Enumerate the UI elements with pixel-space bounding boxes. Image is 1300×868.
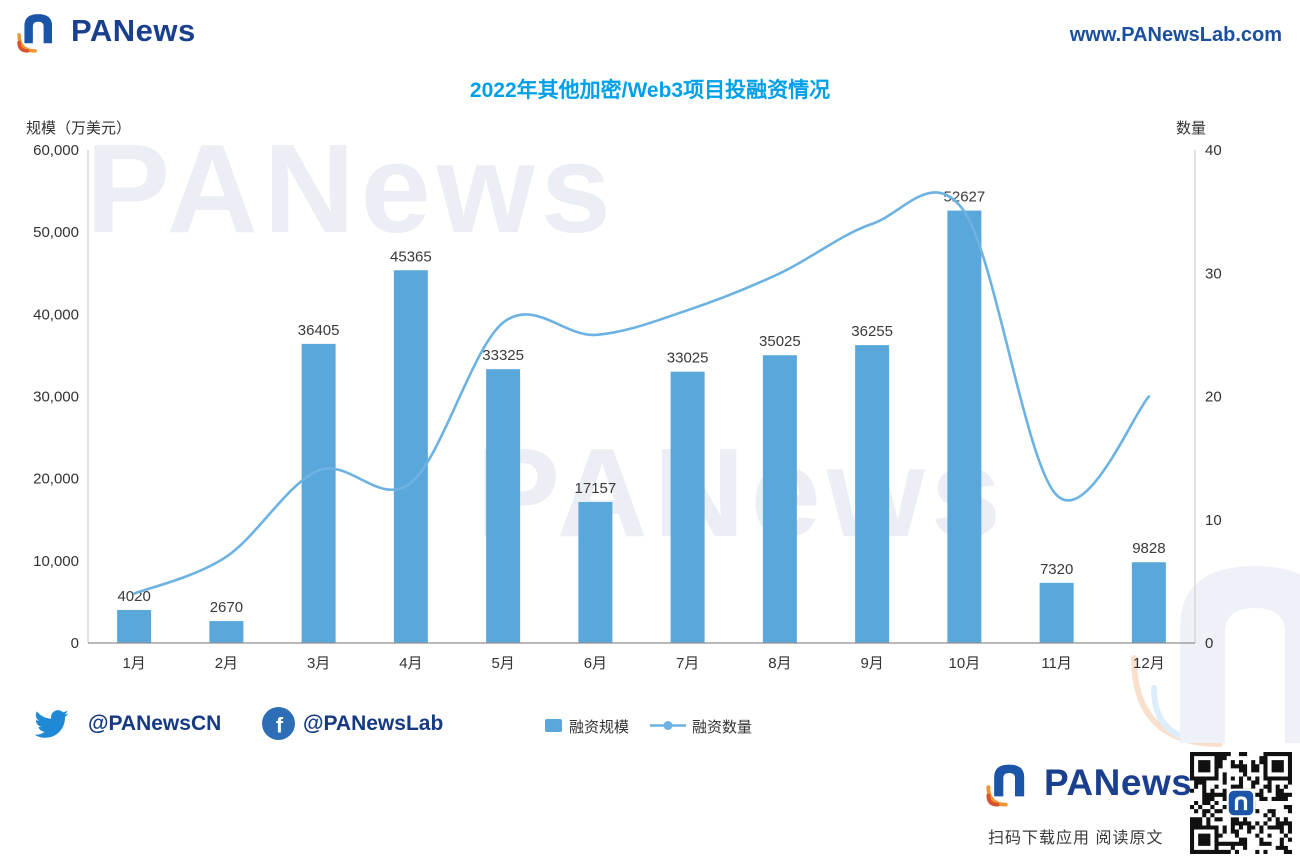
bar-value-label: 35025 bbox=[759, 333, 801, 350]
bar-2月 bbox=[209, 621, 244, 643]
chart-title: 2022年其他加密/Web3项目投融资情况 bbox=[469, 79, 831, 102]
footer-logo-text: PANews bbox=[1044, 762, 1193, 803]
legend-bar-label: 融资规模 bbox=[569, 719, 630, 736]
panews-logo-icon bbox=[986, 764, 1025, 807]
right-tick-label: 30 bbox=[1205, 265, 1222, 282]
left-tick-label: 0 bbox=[71, 635, 79, 652]
right-tick-label: 20 bbox=[1205, 389, 1222, 406]
bar-value-label: 4020 bbox=[117, 588, 150, 605]
right-tick-label: 40 bbox=[1205, 142, 1222, 159]
legend-bar-swatch bbox=[545, 719, 562, 732]
bar-value-label: 2670 bbox=[210, 599, 243, 616]
footer-caption: 扫码下载应用 阅读原文 bbox=[988, 830, 1164, 847]
right-axis-title: 数量 bbox=[1176, 120, 1207, 137]
left-tick-label: 60,000 bbox=[33, 142, 79, 159]
x-tick-label: 11月 bbox=[1041, 655, 1072, 672]
qr-center-logo bbox=[1228, 790, 1254, 816]
x-tick-label: 10月 bbox=[949, 655, 981, 672]
qr-code bbox=[1190, 752, 1292, 854]
left-tick-label: 20,000 bbox=[33, 471, 79, 488]
right-tick-label: 0 bbox=[1205, 635, 1213, 652]
x-tick-label: 2月 bbox=[215, 655, 238, 672]
bar-10月 bbox=[947, 210, 982, 643]
bar-value-label: 9828 bbox=[1132, 540, 1165, 557]
x-tick-label: 3月 bbox=[307, 655, 330, 672]
bar-1月 bbox=[117, 609, 152, 643]
footer-logo: PANews bbox=[985, 758, 1192, 808]
bar-value-label: 7320 bbox=[1040, 561, 1073, 578]
x-tick-label: 6月 bbox=[584, 655, 607, 672]
x-tick-label: 4月 bbox=[399, 655, 422, 672]
line-series bbox=[132, 191, 1151, 595]
twitter-icon bbox=[34, 710, 69, 738]
left-tick-label: 30,000 bbox=[33, 389, 79, 406]
left-tick-label: 10,000 bbox=[33, 553, 79, 570]
x-tick-label: 5月 bbox=[491, 655, 514, 672]
x-tick-label: 1月 bbox=[122, 655, 145, 672]
left-tick-label: 50,000 bbox=[33, 224, 79, 241]
bar-4月 bbox=[393, 270, 428, 643]
watermark-text-top: PANews bbox=[86, 118, 617, 259]
header-logo: PANews bbox=[16, 8, 196, 54]
bar-3月 bbox=[301, 343, 336, 643]
bar-5月 bbox=[486, 369, 521, 643]
watermark-logo-n bbox=[1131, 566, 1300, 747]
bar-7月 bbox=[670, 371, 705, 643]
bar-value-label: 33025 bbox=[667, 350, 709, 367]
right-tick-label: 10 bbox=[1205, 512, 1222, 529]
bar-value-label: 36405 bbox=[298, 322, 340, 339]
bar-value-label: 36255 bbox=[851, 323, 893, 340]
facebook-handle: @PANewsLab bbox=[303, 712, 444, 735]
watermark-text-middle: PANews bbox=[476, 422, 1007, 563]
bar-8月 bbox=[762, 355, 797, 643]
left-tick-label: 40,000 bbox=[33, 306, 79, 323]
x-tick-label: 7月 bbox=[676, 655, 699, 672]
facebook-icon: f bbox=[262, 707, 295, 740]
bar-12月 bbox=[1131, 562, 1166, 643]
bar-value-label: 33325 bbox=[482, 347, 524, 364]
legend-line-swatch bbox=[650, 721, 686, 730]
legend-line-label: 融资数量 bbox=[692, 719, 753, 736]
x-tick-label: 8月 bbox=[768, 655, 791, 672]
x-tick-label: 9月 bbox=[860, 655, 883, 672]
bar-9月 bbox=[855, 345, 890, 643]
twitter-handle: @PANewsCN bbox=[88, 712, 222, 735]
svg-text:f: f bbox=[276, 712, 284, 737]
site-url: www.PANewsLab.com bbox=[1069, 24, 1282, 46]
panews-logo-icon bbox=[17, 14, 53, 53]
bar-value-label: 17157 bbox=[575, 480, 617, 497]
bar-6月 bbox=[578, 502, 613, 643]
bar-value-label: 45365 bbox=[390, 248, 432, 265]
left-axis-title: 规模（万美元） bbox=[26, 120, 132, 137]
bar-11月 bbox=[1039, 582, 1074, 643]
header-logo-text: PANews bbox=[71, 13, 196, 48]
qr-modules bbox=[1190, 752, 1292, 854]
x-tick-label: 12月 bbox=[1133, 655, 1165, 672]
